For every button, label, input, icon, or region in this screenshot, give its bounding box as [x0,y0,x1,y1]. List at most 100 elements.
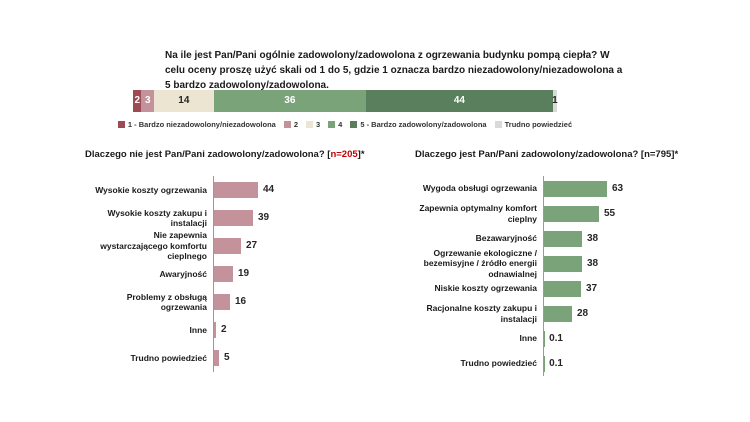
legend-item-2: 2 [283,120,298,129]
bar [544,180,607,197]
bar-value: 63 [612,182,624,194]
stacked-segment-value: 2 [134,95,141,106]
bar-value: 55 [604,207,616,219]
bar-row-label: Trudno powiedzieć [460,358,537,369]
bar [214,350,219,366]
stacked-bar-legend: 1 - Bardzo niezadowolony/niezadowolona 2 3… [117,120,572,129]
dissatisfied-chart-title: Dlaczego nie jest Pan/Pani zadowolony/za… [85,149,365,160]
legend-swatch-icon [306,121,313,128]
legend-item-6: Trudno powiedzieć [494,120,573,129]
dissatisfied-title-prefix: Dlaczego nie jest Pan/Pani zadowolony/za… [85,149,331,160]
bar-row-label: Ogrzewanie ekologiczne / bezemisyjne / ź… [423,247,537,279]
bar-row: Trudno powiedzieć 5 [85,344,385,372]
bar-row-plot: 38 [543,226,715,251]
bar-row: Wysokie koszty ogrzewania 44 [85,176,385,204]
bar-value: 38 [587,232,599,244]
bar-row-label: Inne [189,324,207,335]
stacked-segment-value: 3 [145,95,151,106]
bar-row: Bezawaryjność 38 [415,226,715,251]
bar-row: Zapewnia optymalny komfort cieplny 55 [415,201,715,226]
bar-row: Racjonalne koszty zakupu i instalacji 28 [415,301,715,326]
satisfied-chart-title: Dlaczego jest Pan/Pani zadowolony/zadowo… [415,149,679,160]
stacked-segment-value: 14 [178,95,190,106]
bar-row-plot: 38 [543,251,715,276]
bar [214,182,258,198]
bar-row-plot: 63 [543,176,715,201]
bar-row-label: Awaryjność [159,268,207,279]
bar-row-label: Wygoda obsługi ogrzewania [422,183,537,194]
bar-row: Inne 0.1 [415,326,715,351]
legend-swatch-icon [117,121,125,128]
bar-row-label: Wysokie koszty ogrzewania [95,184,207,195]
bar-value: 28 [577,307,589,319]
legend-label: 5 - Bardzo zadowolony/zadowolona [360,120,487,129]
stacked-segment-value: 44 [453,95,465,106]
bar-row-plot: 37 [543,276,715,301]
legend-label: 1 - Bardzo niezadowolony/niezadowolona [127,120,276,129]
bar-row-label: Problemy z obsługą ogrzewania [126,291,207,313]
bar-row-label: Wysokie koszty zakupu i instalacji [107,207,207,229]
bar [544,305,572,322]
legend-item-4: 4 [328,120,342,129]
bar [214,210,253,226]
bar-row-plot: 28 [543,301,715,326]
bar-row-plot: 0.1 [543,351,715,376]
bar-value: 27 [246,240,258,251]
legend-label: 3 [316,120,321,129]
stacked-segment-1: 2 [133,90,142,112]
stacked-segment-value: 36 [284,95,296,106]
bar-row-label: Bezawaryjność [475,233,537,244]
stacked-segment-5: 44 [366,90,553,112]
bar-value: 38 [587,257,599,269]
dissatisfied-bar-chart: Wysokie koszty ogrzewania 44 Wysokie koszt… [85,176,385,372]
bar-row-plot: 16 [213,288,385,316]
bar-row: Wysokie koszty zakupu i instalacji 39 [85,204,385,232]
bar-value: 0.1 [549,357,563,369]
bar-value: 5 [224,352,230,363]
bar-row: Trudno powiedzieć 0.1 [415,351,715,376]
bar-value: 2 [221,324,227,335]
bar [214,238,241,254]
bar-row-plot: 55 [543,201,715,226]
survey-question-title: Na ile jest Pan/Pani ogólnie zadowolony/… [165,50,623,91]
dissatisfied-title-sample-size: n=205 [330,149,358,160]
dissatisfied-title-suffix: ]* [357,149,365,160]
bar [214,322,216,338]
bar-row-plot: 27 [213,232,385,260]
stacked-segment-4: 36 [213,90,367,112]
legend-label: 4 [338,120,343,129]
bar-row: Problemy z obsługą ogrzewania 16 [85,288,385,316]
bar-value: 0.1 [549,332,563,344]
bar [544,230,582,247]
bar-row-plot: 2 [213,316,385,344]
bar-row-plot: 19 [213,260,385,288]
bar-row: Awaryjność 19 [85,260,385,288]
bar-value: 44 [263,184,275,195]
stacked-segment-value: 1 [552,95,558,106]
legend-swatch-icon [494,121,502,128]
bar-value: 37 [586,282,598,294]
satisfaction-stacked-bar: 2 3 14 36 44 1 [133,90,558,112]
legend-swatch-icon [328,121,336,128]
legend-label: Trudno powiedzieć [504,120,573,129]
legend-swatch-icon [283,121,291,128]
legend-item-3: 3 [306,120,320,129]
bar-row-label: Racjonalne koszty zakupu i instalacji [426,303,537,324]
bar-row-plot: 39 [213,204,385,232]
bar-row: Wygoda obsługi ogrzewania 63 [415,176,715,201]
bar-value: 39 [258,212,270,223]
bar [544,280,581,297]
bar-row: Niskie koszty ogrzewania 37 [415,276,715,301]
bar-row: Ogrzewanie ekologiczne / bezemisyjne / ź… [415,248,715,279]
bar-row-plot: 44 [213,176,385,204]
bar-row-label: Inne [519,333,537,344]
bar-row-label: Zapewnia optymalny komfort cieplny [419,203,537,224]
bar-row-plot: 5 [213,344,385,372]
bar [544,255,582,272]
bar-row: Nie zapewnia wystarczającego komfortu ci… [85,230,385,261]
legend-item-5: 5 - Bardzo zadowolony/zadowolona [350,120,487,129]
legend-swatch-icon [350,121,358,128]
bar-row-label: Niskie koszty ogrzewania [434,283,537,294]
satisfied-bar-chart: Wygoda obsługi ogrzewania 63 Zapewnia opty… [415,176,715,376]
bar-value: 19 [238,268,250,279]
